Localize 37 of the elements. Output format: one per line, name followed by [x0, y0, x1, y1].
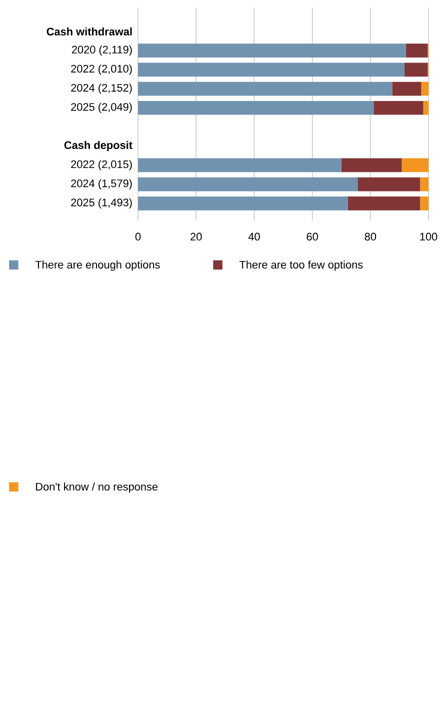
bar — [357, 177, 420, 192]
y-tick-label: Cash withdrawal — [46, 27, 132, 36]
bar — [373, 100, 424, 115]
y-tick-label: Cash deposit — [64, 140, 132, 152]
bar — [402, 158, 428, 172]
bar — [423, 100, 428, 115]
y-tick-label: 2020 (2,119) — [72, 45, 132, 56]
bar — [138, 62, 404, 77]
legend-label: There are too few options — [239, 260, 362, 271]
bar — [404, 62, 428, 77]
bar — [138, 177, 358, 192]
y-tick-label: 2024 (2,152) — [70, 84, 132, 94]
legend-label: Don't know / no response — [36, 482, 158, 493]
bar — [348, 196, 420, 210]
bar — [421, 82, 428, 96]
x-tick-label: 100 — [420, 232, 438, 241]
y-tick-label: 2025 (2,049) — [70, 102, 132, 113]
y-tick-label: 2022 (2,015) — [70, 160, 132, 170]
bar — [138, 158, 342, 172]
bar — [138, 100, 374, 115]
x-tick-label: 60 — [306, 232, 318, 241]
y-tick-label: 2024 (1,579) — [70, 179, 132, 190]
x-tick-label: 80 — [364, 232, 376, 241]
x-tick-label: 40 — [248, 232, 260, 241]
bar — [420, 196, 428, 210]
bar — [420, 177, 428, 192]
bar — [341, 158, 402, 172]
legend-label: There are enough options — [35, 260, 160, 271]
y-tick-label: 2022 (2,010) — [70, 64, 132, 75]
y-tick-label: 2025 (1,493) — [70, 198, 132, 208]
x-tick-label: 0 — [135, 232, 140, 241]
bar — [138, 82, 392, 96]
bar — [138, 44, 406, 58]
bar — [138, 196, 348, 210]
bar — [392, 82, 422, 96]
bar — [406, 44, 428, 58]
x-tick-label: 20 — [190, 232, 202, 241]
